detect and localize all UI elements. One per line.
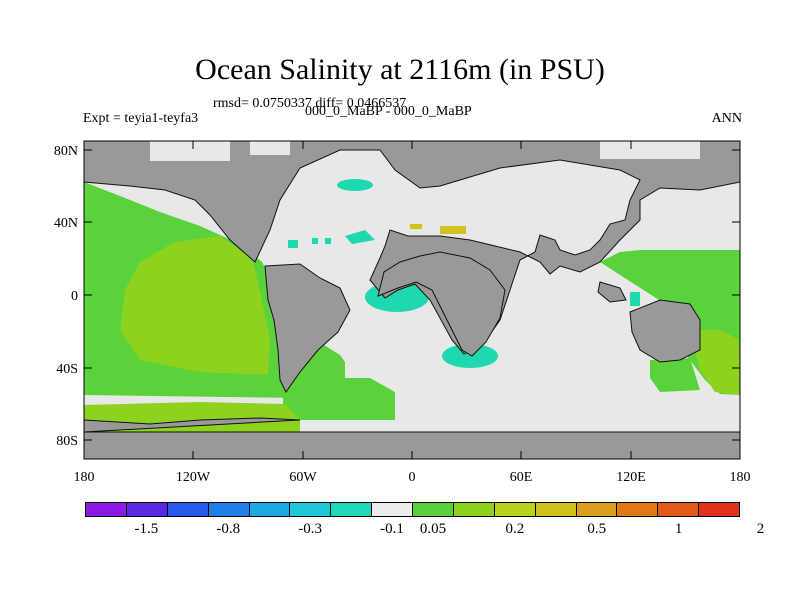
colorbar-label: 0.05 <box>419 521 447 537</box>
lon-tick-label: 60E <box>510 470 533 485</box>
lat-tick-label: 40N <box>54 216 78 231</box>
colorbar-label: -1.5 <box>134 521 159 537</box>
mid-atlantic-patch <box>345 230 375 244</box>
lon-tick-label: 180 <box>730 470 751 485</box>
colorbar-label: 0.5 <box>587 521 607 537</box>
arctic-missing-1 <box>150 141 230 161</box>
colorbar-swatch <box>331 503 373 516</box>
period-label: 000_0_MaBP - 000_0_MaBP <box>305 104 472 119</box>
negative-patches <box>288 179 640 368</box>
colorbar-label: 2 <box>756 521 765 537</box>
lat-tick-label: 40S <box>56 362 78 377</box>
agulhas-patch <box>442 344 498 368</box>
arctic-missing-3 <box>250 141 290 155</box>
colorbar-label: -0.3 <box>298 521 323 537</box>
experiment-label: Expt = teyia1-teyfa3 <box>83 111 199 126</box>
axis-ticks <box>83 141 741 459</box>
colorbar-swatch <box>699 503 739 516</box>
colorbar-swatch <box>208 503 250 516</box>
tick-labels: 180 120W 60W 0 60E 120E 180 80N 40N 0 40… <box>54 144 751 485</box>
colorbar-swatch <box>290 503 332 516</box>
colorbar-swatch <box>86 503 127 516</box>
arctic-missing-2 <box>600 141 700 159</box>
colorbar-swatch <box>453 503 495 516</box>
north-atlantic-patch <box>337 179 373 191</box>
colorbar-swatch <box>494 503 536 516</box>
colorbar-swatch <box>535 503 577 516</box>
lon-tick-label: 120W <box>176 470 211 485</box>
africa <box>377 251 506 357</box>
colorbar-label: 1 <box>674 521 683 537</box>
atlantic-patch-small-2 <box>312 238 318 244</box>
tasman-yellow-green <box>690 330 740 395</box>
antarctica <box>84 431 740 459</box>
colorbar-swatch <box>658 503 700 516</box>
antarctica-shelf <box>84 417 301 433</box>
lon-tick-label: 120E <box>616 470 646 485</box>
lon-tick-label: 60W <box>289 470 317 485</box>
southeast-asia-islands <box>597 281 627 303</box>
missing-patches <box>150 141 700 161</box>
colorbar-swatch <box>126 503 168 516</box>
colorbar-swatch <box>372 503 413 516</box>
eastern-med-patch <box>440 226 466 234</box>
colorbar-swatch <box>249 503 291 516</box>
season-label: ANN <box>711 111 742 126</box>
lat-tick-label: 0 <box>71 289 78 304</box>
colorbar-label: -0.8 <box>216 521 241 537</box>
lon-tick-label: 0 <box>409 470 416 485</box>
atlantic-patch-small-3 <box>325 238 331 244</box>
south-america <box>264 263 351 393</box>
south-atlantic-green <box>283 378 395 420</box>
australia <box>629 299 701 363</box>
colorbar-swatch <box>576 503 618 516</box>
atlantic-patch-small <box>288 240 298 248</box>
colorbar-label: 0.2 <box>505 521 525 537</box>
colorbar-swatch <box>617 503 659 516</box>
land <box>84 141 740 459</box>
south-australia-green <box>650 358 700 392</box>
plot-title: Ocean Salinity at 2116m (in PSU) <box>195 53 605 86</box>
positive-patches <box>410 224 466 234</box>
map-field <box>84 141 740 459</box>
lon-tick-label: 180 <box>74 470 95 485</box>
northern-continents <box>84 141 740 355</box>
rmsd-diff-stats: rmsd= 0.0750337 diff= 0.0466537 <box>213 96 407 111</box>
colorbar-swatch <box>167 503 209 516</box>
colorbar <box>85 502 740 517</box>
indonesia-patch <box>630 292 640 306</box>
colorbar-label: -0.1 <box>380 521 404 537</box>
lat-tick-label: 80S <box>56 434 78 449</box>
colorbar-swatch <box>413 503 454 516</box>
mediterranean-patch <box>410 224 422 229</box>
pacific-yellow-green <box>120 236 270 375</box>
lat-tick-label: 80N <box>54 144 78 159</box>
